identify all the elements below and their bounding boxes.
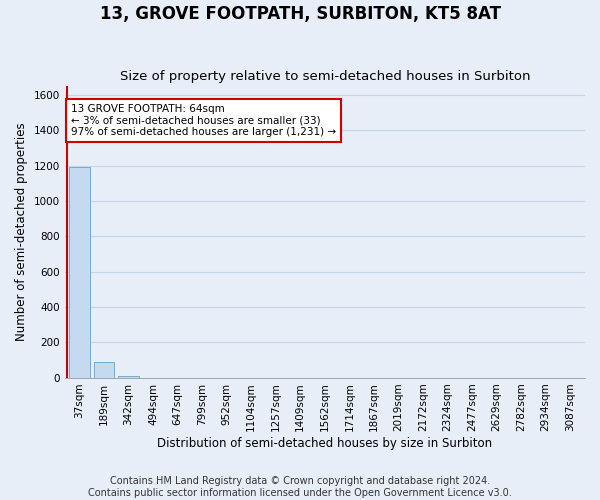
Text: Contains HM Land Registry data © Crown copyright and database right 2024.
Contai: Contains HM Land Registry data © Crown c… (88, 476, 512, 498)
Text: 13, GROVE FOOTPATH, SURBITON, KT5 8AT: 13, GROVE FOOTPATH, SURBITON, KT5 8AT (100, 5, 500, 23)
Text: 13 GROVE FOOTPATH: 64sqm
← 3% of semi-detached houses are smaller (33)
97% of se: 13 GROVE FOOTPATH: 64sqm ← 3% of semi-de… (71, 104, 336, 137)
Y-axis label: Number of semi-detached properties: Number of semi-detached properties (15, 122, 28, 342)
Bar (69, 167, 90, 378)
Bar (94, 362, 115, 378)
Title: Size of property relative to semi-detached houses in Surbiton: Size of property relative to semi-detach… (119, 70, 530, 84)
Bar (118, 376, 139, 378)
X-axis label: Distribution of semi-detached houses by size in Surbiton: Distribution of semi-detached houses by … (157, 437, 493, 450)
